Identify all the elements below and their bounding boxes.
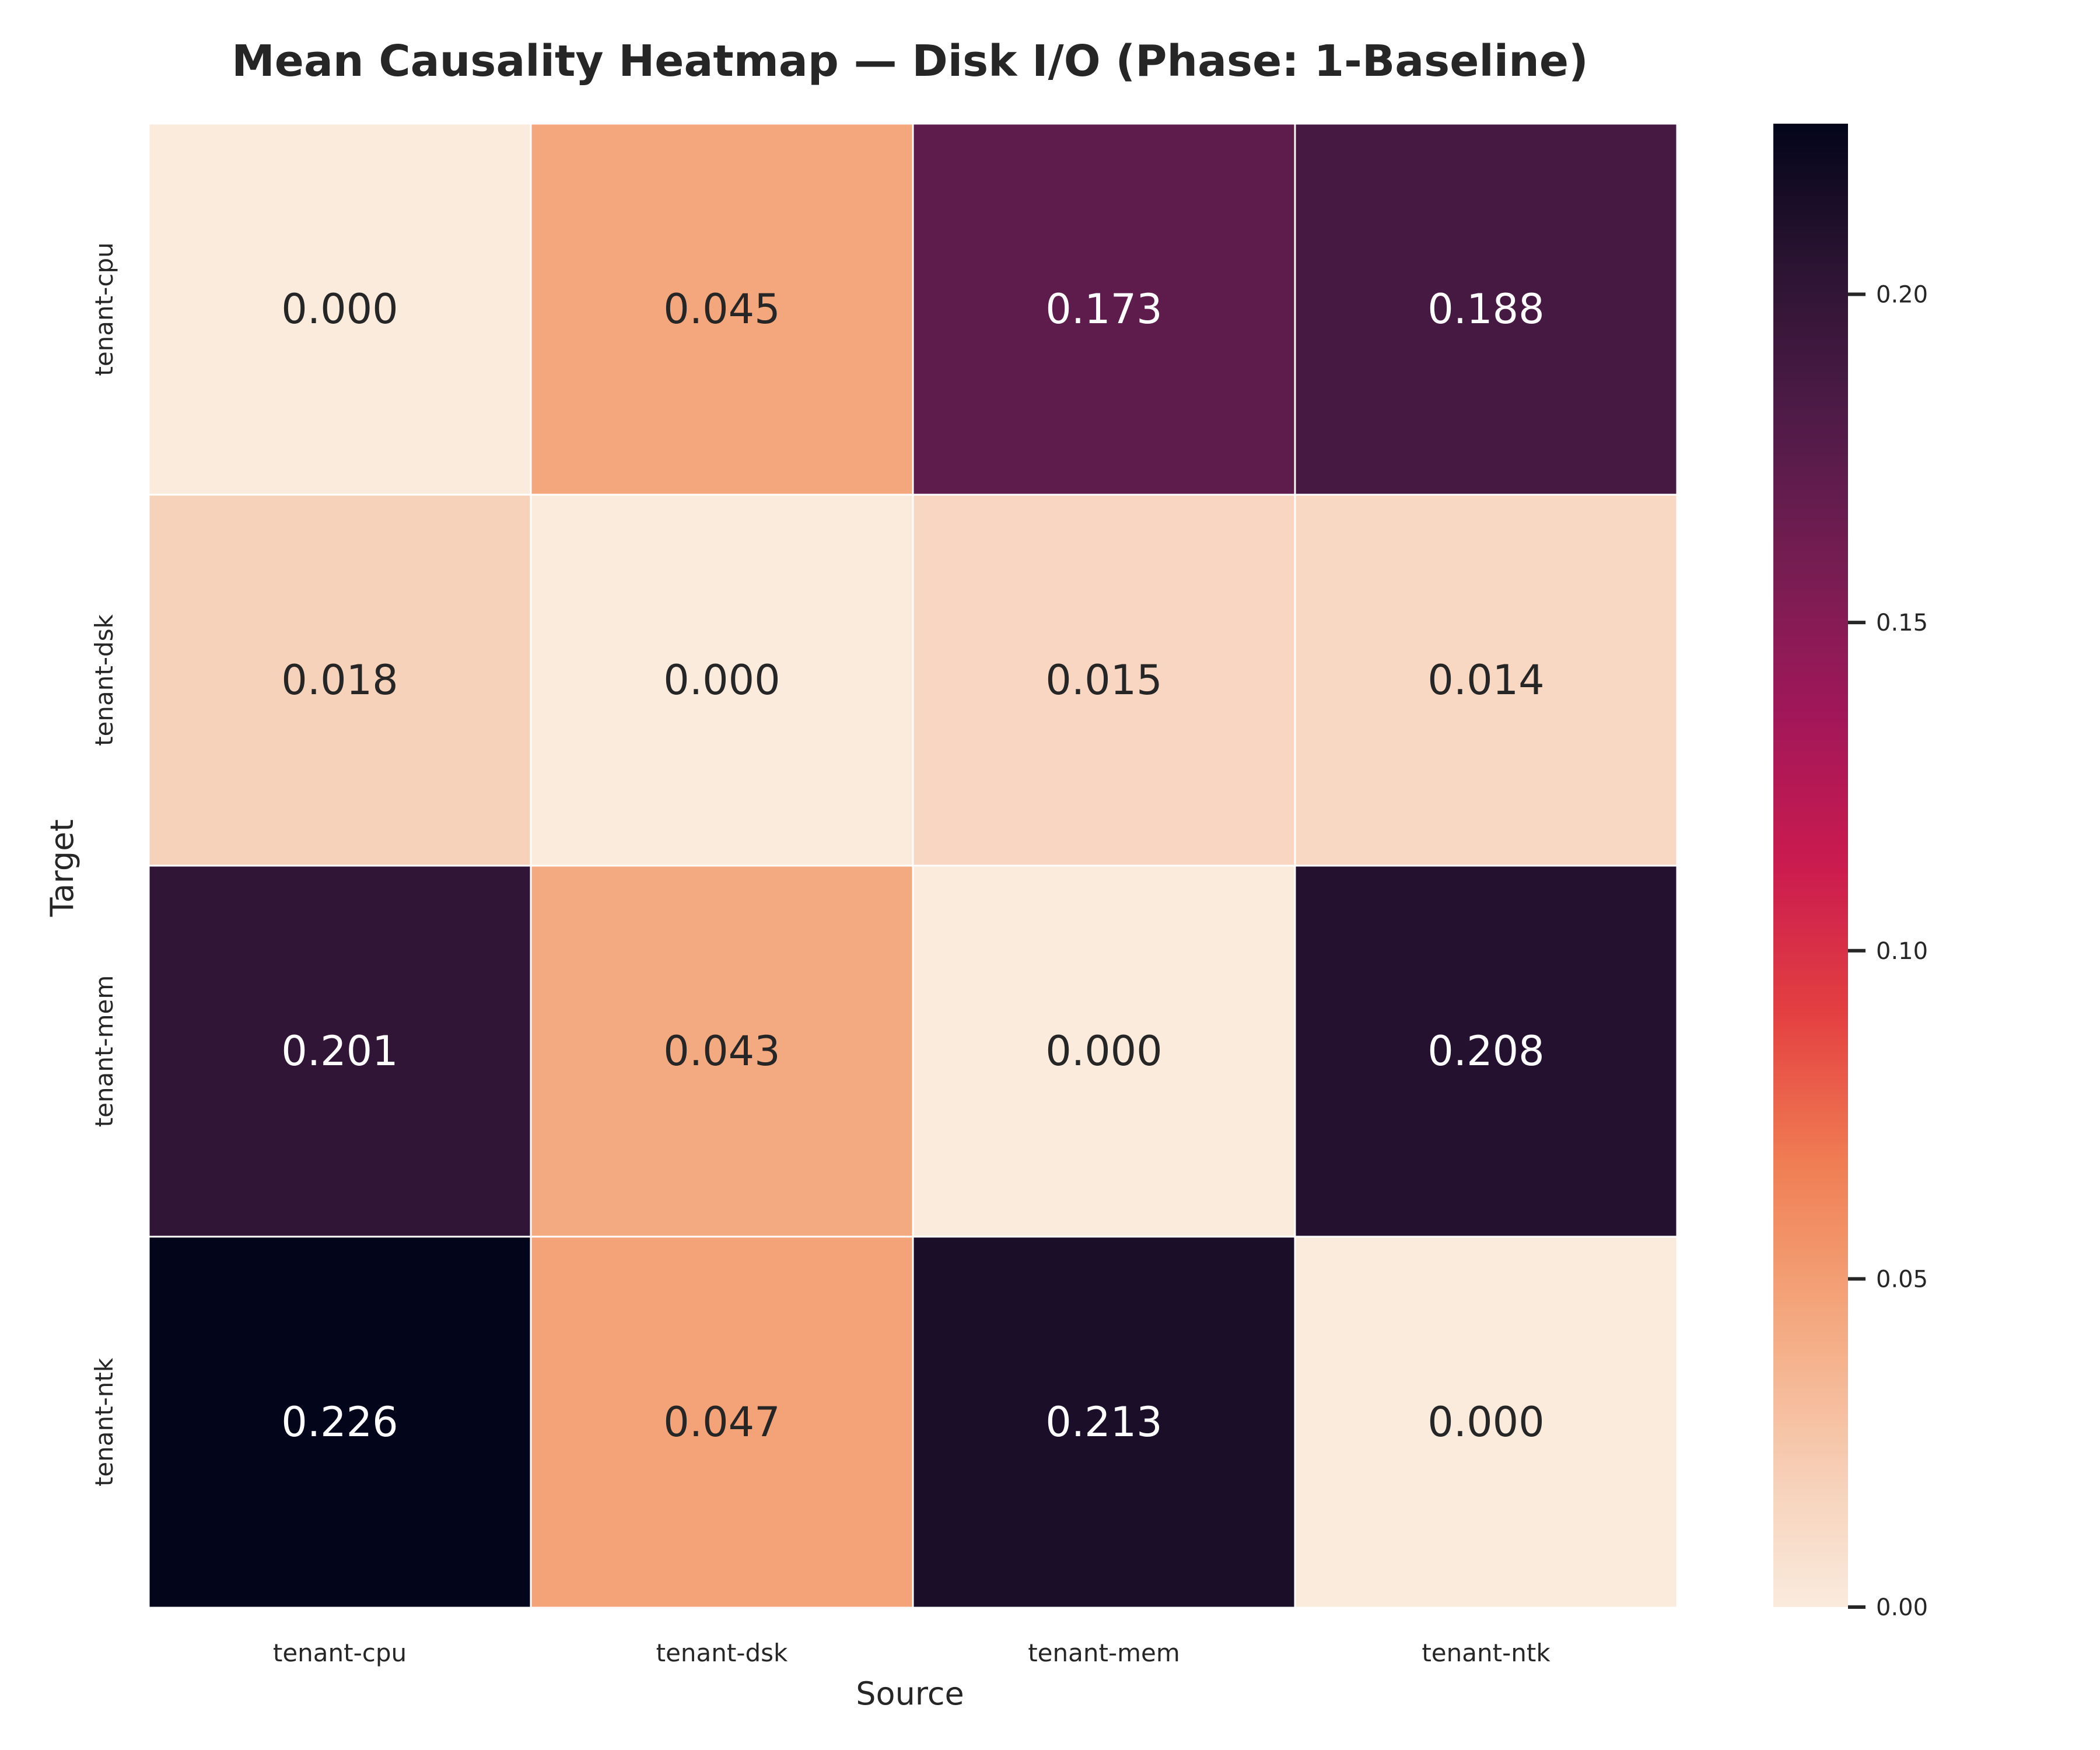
heatmap-cell [530,864,914,1238]
colorbar-tick-label: 0.15 [1876,610,1928,636]
chart-title: Mean Causality Heatmap — Disk I/O (Phase… [232,36,1588,86]
cell-value-label: 0.018 [281,656,398,704]
cell-value-label: 0.015 [1045,656,1162,704]
colorbar-ticks: 0.00 0.05 0.10 0.15 0.20 [1848,282,1928,1621]
heatmap-cell [148,1236,532,1609]
heatmap-cell [1294,864,1678,1238]
colorbar-tick-label: 0.20 [1876,282,1928,309]
heatmap-cell [530,1236,914,1609]
y-tick-label: tenant-ntk [90,1357,118,1486]
y-tick-label: tenant-mem [90,975,118,1128]
x-tick-labels: tenant-cpu tenant-dsk tenant-mem tenant-ntk [273,1639,1550,1667]
heatmap-cell [530,494,914,867]
colorbar-tick-label: 0.10 [1876,938,1928,965]
cell-value-label: 0.208 [1427,1027,1544,1075]
cell-value-label: 0.000 [1045,1027,1162,1075]
x-tick-label: tenant-mem [1028,1639,1180,1667]
y-tick-labels: tenant-cpu tenant-dsk tenant-mem tenant-ntk [90,242,118,1486]
heatmap-cell [148,123,532,496]
cell-value-label: 0.000 [1427,1398,1544,1446]
cell-value-label: 0.173 [1045,285,1162,333]
x-tick-label: tenant-cpu [273,1639,407,1667]
heatmap-cell [148,494,532,867]
cell-value-label: 0.226 [281,1398,398,1446]
cell-value-label: 0.014 [1427,656,1544,704]
colorbar-tick-label: 0.05 [1876,1266,1928,1293]
heatmap-cell [530,123,914,496]
heatmap-cell [1294,494,1678,867]
y-axis-label: Target [44,819,80,917]
cell-value-label: 0.000 [281,285,398,333]
heatmap-cell [912,123,1296,496]
colorbar-tick-label: 0.00 [1876,1594,1928,1621]
cell-value-label: 0.043 [663,1027,780,1075]
y-tick-label: tenant-cpu [90,242,118,376]
x-tick-label: tenant-dsk [656,1639,788,1667]
heatmap-cell [912,494,1296,867]
cell-value-label: 0.047 [663,1398,780,1446]
heatmap-cell [1294,1236,1678,1609]
y-tick-label: tenant-dsk [90,614,118,746]
cell-value-label: 0.000 [663,656,780,704]
cell-value-label: 0.188 [1427,285,1544,333]
x-tick-label: tenant-ntk [1422,1639,1550,1667]
colorbar [1773,124,1848,1607]
x-axis-label: Source [856,1675,964,1712]
heatmap-cell [1294,123,1678,496]
cell-value-label: 0.045 [663,285,780,333]
cell-value-label: 0.213 [1045,1398,1162,1446]
heatmap-cell [912,1236,1296,1609]
heatmap-cells: 0.000 0.045 0.173 0.188 0.018 0.000 0.015 0.014… [148,123,1678,1609]
cell-value-label: 0.201 [281,1027,398,1075]
